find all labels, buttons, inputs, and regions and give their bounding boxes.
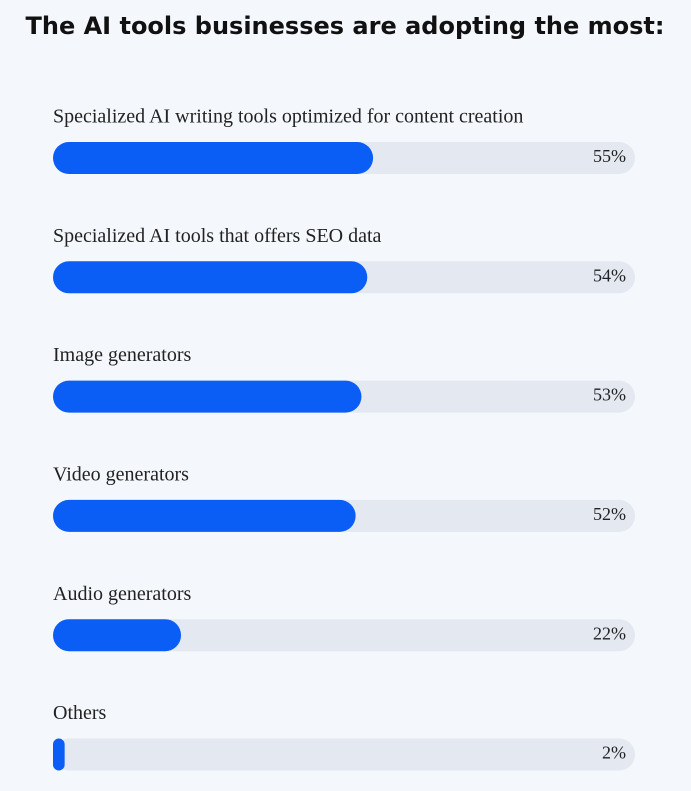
value-label: 22% xyxy=(593,623,626,643)
category-label: Others xyxy=(53,702,107,724)
category-label: Specialized AI writing tools optimized f… xyxy=(53,106,523,128)
value-label: 55% xyxy=(593,146,626,166)
category-label: Audio generators xyxy=(53,583,192,605)
value-label: 54% xyxy=(593,265,626,285)
bar-track xyxy=(53,738,635,771)
bar-track xyxy=(53,619,635,652)
value-label: 52% xyxy=(593,504,626,524)
category-label: Video generators xyxy=(53,463,189,485)
value-label: 53% xyxy=(593,385,626,405)
bar xyxy=(53,738,65,771)
bar xyxy=(53,380,362,413)
category-label: Specialized AI tools that offers SEO dat… xyxy=(53,225,382,247)
category-label: Image generators xyxy=(53,344,191,366)
bar xyxy=(53,619,182,652)
bar xyxy=(53,142,374,174)
bar xyxy=(53,499,356,532)
bar xyxy=(53,261,368,294)
value-label: 2% xyxy=(602,743,626,763)
chart-title: The AI tools businesses are adopting the… xyxy=(26,12,665,40)
